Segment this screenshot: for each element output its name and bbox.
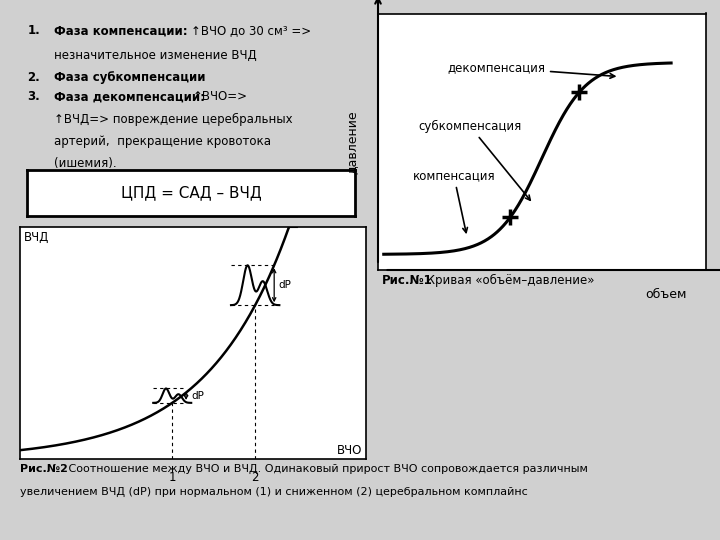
Text: декомпенсация: декомпенсация: [447, 61, 615, 78]
Text: Фаза декомпенсации:: Фаза декомпенсации:: [54, 90, 205, 103]
Text: 2.: 2.: [27, 71, 40, 84]
Text: артерий,  прекращение кровотока: артерий, прекращение кровотока: [54, 135, 271, 148]
Text: 3.: 3.: [27, 90, 40, 103]
Text: ↑ВЧД=> повреждение церебральных: ↑ВЧД=> повреждение церебральных: [54, 113, 292, 126]
Text: (ишемия).: (ишемия).: [54, 157, 117, 170]
Text: 2: 2: [251, 471, 259, 484]
Text: ВЧД: ВЧД: [24, 232, 49, 245]
Text: компенсация: компенсация: [413, 169, 495, 233]
Text: ВЧО: ВЧО: [337, 444, 362, 457]
Text: увеличением ВЧД (dP) при нормальном (1) и сниженном (2) церебральном комплайнс: увеличением ВЧД (dP) при нормальном (1) …: [20, 487, 528, 497]
Text: Рис.№1: Рис.№1: [382, 274, 432, 287]
Text: ↑ВЧО=>: ↑ВЧО=>: [193, 90, 248, 103]
Text: ↑ВЧО до 30 см³ =>: ↑ВЧО до 30 см³ =>: [191, 24, 311, 37]
Text: 1: 1: [168, 471, 176, 484]
Text: dP: dP: [279, 280, 291, 291]
Text: Соотношение между ВЧО и ВЧД. Одинаковый прирост ВЧО сопровождается различным: Соотношение между ВЧО и ВЧД. Одинаковый …: [65, 464, 588, 475]
Text: ЦПД = САД – ВЧД: ЦПД = САД – ВЧД: [121, 186, 261, 200]
Text: 1.: 1.: [27, 24, 40, 37]
Text: dP: dP: [192, 390, 204, 401]
Text: незначительное изменение ВЧД: незначительное изменение ВЧД: [54, 49, 257, 62]
Text: давление: давление: [346, 110, 359, 173]
Text: Фаза субкомпенсации: Фаза субкомпенсации: [54, 71, 205, 84]
Text: Фаза компенсации:: Фаза компенсации:: [54, 24, 188, 37]
Text: субкомпенсация: субкомпенсация: [418, 119, 530, 200]
Text: Рис.№2: Рис.№2: [20, 464, 68, 475]
Text: Кривая «объём–давление»: Кривая «объём–давление»: [423, 274, 595, 287]
Text: объем: объем: [646, 288, 687, 301]
